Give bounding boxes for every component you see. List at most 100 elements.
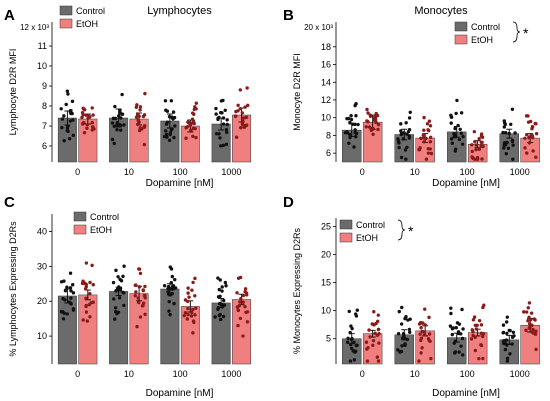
data-point — [185, 317, 190, 321]
x-tick-label: 10 — [410, 369, 420, 379]
data-point — [138, 105, 143, 109]
data-point — [418, 332, 422, 336]
data-point — [169, 281, 173, 285]
x-tick-label: 1000 — [510, 369, 530, 379]
panel-a: A Lymphocytes 6 7 8 9 10 11 12 x 10³ Lymphocyte D… — [4, 5, 252, 189]
data-point — [356, 122, 360, 127]
legend-swatch-control — [73, 211, 87, 222]
data-point — [68, 271, 73, 275]
x-tick-label: 0 — [360, 369, 365, 379]
data-point — [214, 106, 218, 111]
data-point — [187, 295, 191, 299]
data-point — [136, 300, 141, 305]
data-point — [396, 137, 400, 141]
data-point — [480, 157, 484, 161]
data-point — [533, 121, 537, 126]
data-point — [168, 313, 172, 317]
data-point — [503, 131, 508, 135]
data-point — [136, 118, 140, 122]
data-point — [71, 291, 76, 295]
data-point — [115, 124, 119, 128]
data-point — [353, 128, 357, 132]
data-point — [112, 124, 116, 129]
data-point — [460, 307, 464, 312]
data-point — [348, 120, 352, 125]
data-point — [504, 151, 508, 156]
data-point — [472, 129, 477, 134]
data-point — [213, 315, 217, 319]
data-point — [501, 340, 506, 344]
data-point — [112, 297, 116, 301]
panel-letter: A — [4, 7, 15, 24]
significance-bracket — [512, 21, 521, 43]
y-tick-label: 6 — [326, 148, 331, 158]
data-point — [218, 317, 223, 322]
data-point — [84, 285, 88, 289]
data-point — [501, 323, 506, 327]
data-point — [504, 320, 509, 324]
data-point — [111, 280, 116, 285]
data-point — [480, 140, 484, 145]
data-point — [524, 114, 529, 118]
data-point — [66, 92, 70, 96]
data-point — [113, 104, 117, 109]
legend-label: EtOH — [356, 233, 378, 243]
data-point — [59, 280, 64, 284]
data-point — [404, 121, 408, 125]
data-point — [193, 313, 197, 317]
data-point — [530, 323, 534, 327]
data-point — [86, 116, 90, 121]
data-point — [511, 330, 516, 334]
data-point — [348, 135, 352, 140]
data-point — [470, 328, 474, 332]
data-point — [191, 307, 195, 312]
data-point — [509, 122, 513, 127]
data-point — [141, 114, 146, 119]
data-point — [59, 107, 63, 111]
data-point — [121, 274, 125, 279]
data-point — [524, 132, 529, 137]
data-point — [82, 107, 86, 111]
data-point — [524, 310, 529, 314]
data-point — [459, 111, 464, 115]
data-point — [186, 120, 191, 125]
data-point — [69, 296, 73, 300]
data-point — [347, 309, 351, 314]
data-point — [417, 147, 421, 152]
data-point — [345, 340, 350, 344]
legend-label: EtOH — [90, 225, 112, 235]
data-point — [221, 314, 226, 319]
data-point — [225, 130, 229, 135]
data-point — [137, 114, 141, 118]
data-point — [122, 264, 126, 268]
data-point — [473, 140, 477, 144]
data-point — [235, 305, 240, 309]
data-point — [88, 315, 92, 319]
legend-label: EtOH — [76, 19, 98, 29]
data-point — [354, 131, 359, 136]
data-point — [61, 297, 65, 301]
data-point — [350, 346, 354, 351]
data-point — [241, 300, 245, 304]
data-point — [233, 114, 238, 119]
data-point — [135, 324, 139, 329]
data-point — [143, 284, 147, 289]
data-point — [423, 323, 427, 327]
data-point — [408, 110, 412, 114]
data-point — [401, 336, 405, 340]
data-point — [354, 135, 358, 139]
data-point — [479, 323, 484, 327]
data-point — [136, 296, 140, 300]
data-point — [169, 99, 174, 103]
data-point — [88, 280, 92, 285]
data-point — [376, 327, 381, 332]
data-point — [243, 116, 247, 120]
data-point — [450, 332, 455, 337]
data-point — [449, 137, 454, 141]
data-point — [429, 356, 433, 361]
data-point — [140, 304, 145, 308]
data-point — [477, 318, 482, 323]
data-point — [400, 344, 404, 348]
data-point — [449, 115, 454, 119]
data-point — [169, 267, 174, 271]
